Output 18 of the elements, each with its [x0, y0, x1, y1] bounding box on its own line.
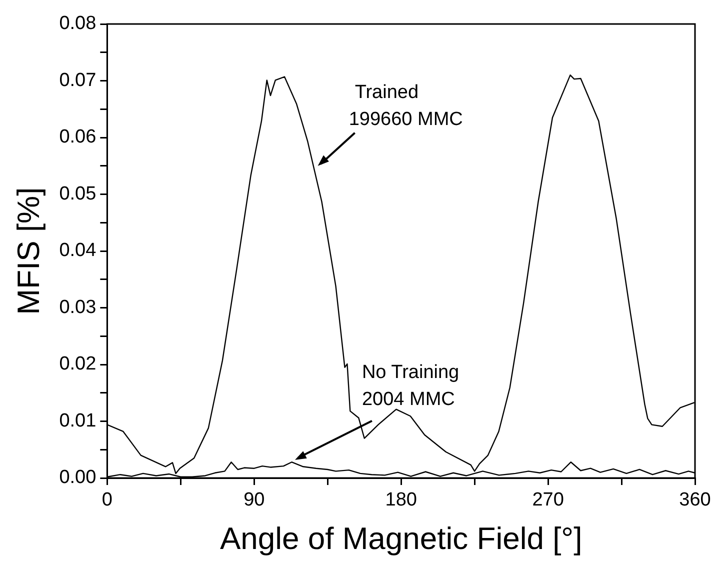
x-tick-label: 0	[102, 490, 112, 511]
y-tick-label: 0.06	[59, 126, 96, 148]
y-tick-label: 0.00	[59, 467, 96, 488]
annotation: Trained 199660 MMC	[348, 82, 463, 130]
x-tick-label: 90	[244, 490, 265, 511]
y-tick-label: 0.03	[59, 296, 96, 318]
x-tick-label: 180	[385, 490, 417, 511]
y-tick-label: 0.05	[59, 183, 96, 204]
y-axis-title: MFIS [%]	[11, 187, 46, 315]
x-tick-label: 360	[679, 490, 711, 511]
annotation: No Training 2004 MMC	[362, 362, 460, 410]
y-tick-label: 0.04	[59, 240, 97, 262]
y-tick-label: 0.08	[59, 13, 96, 34]
y-tick-label: 0.02	[59, 354, 96, 375]
y-tick-label: 0.07	[59, 70, 96, 91]
y-tick-label: 0.01	[59, 410, 96, 432]
x-axis-title: Angle of Magnetic Field [°]	[220, 520, 582, 556]
x-tick-label: 270	[532, 490, 564, 511]
